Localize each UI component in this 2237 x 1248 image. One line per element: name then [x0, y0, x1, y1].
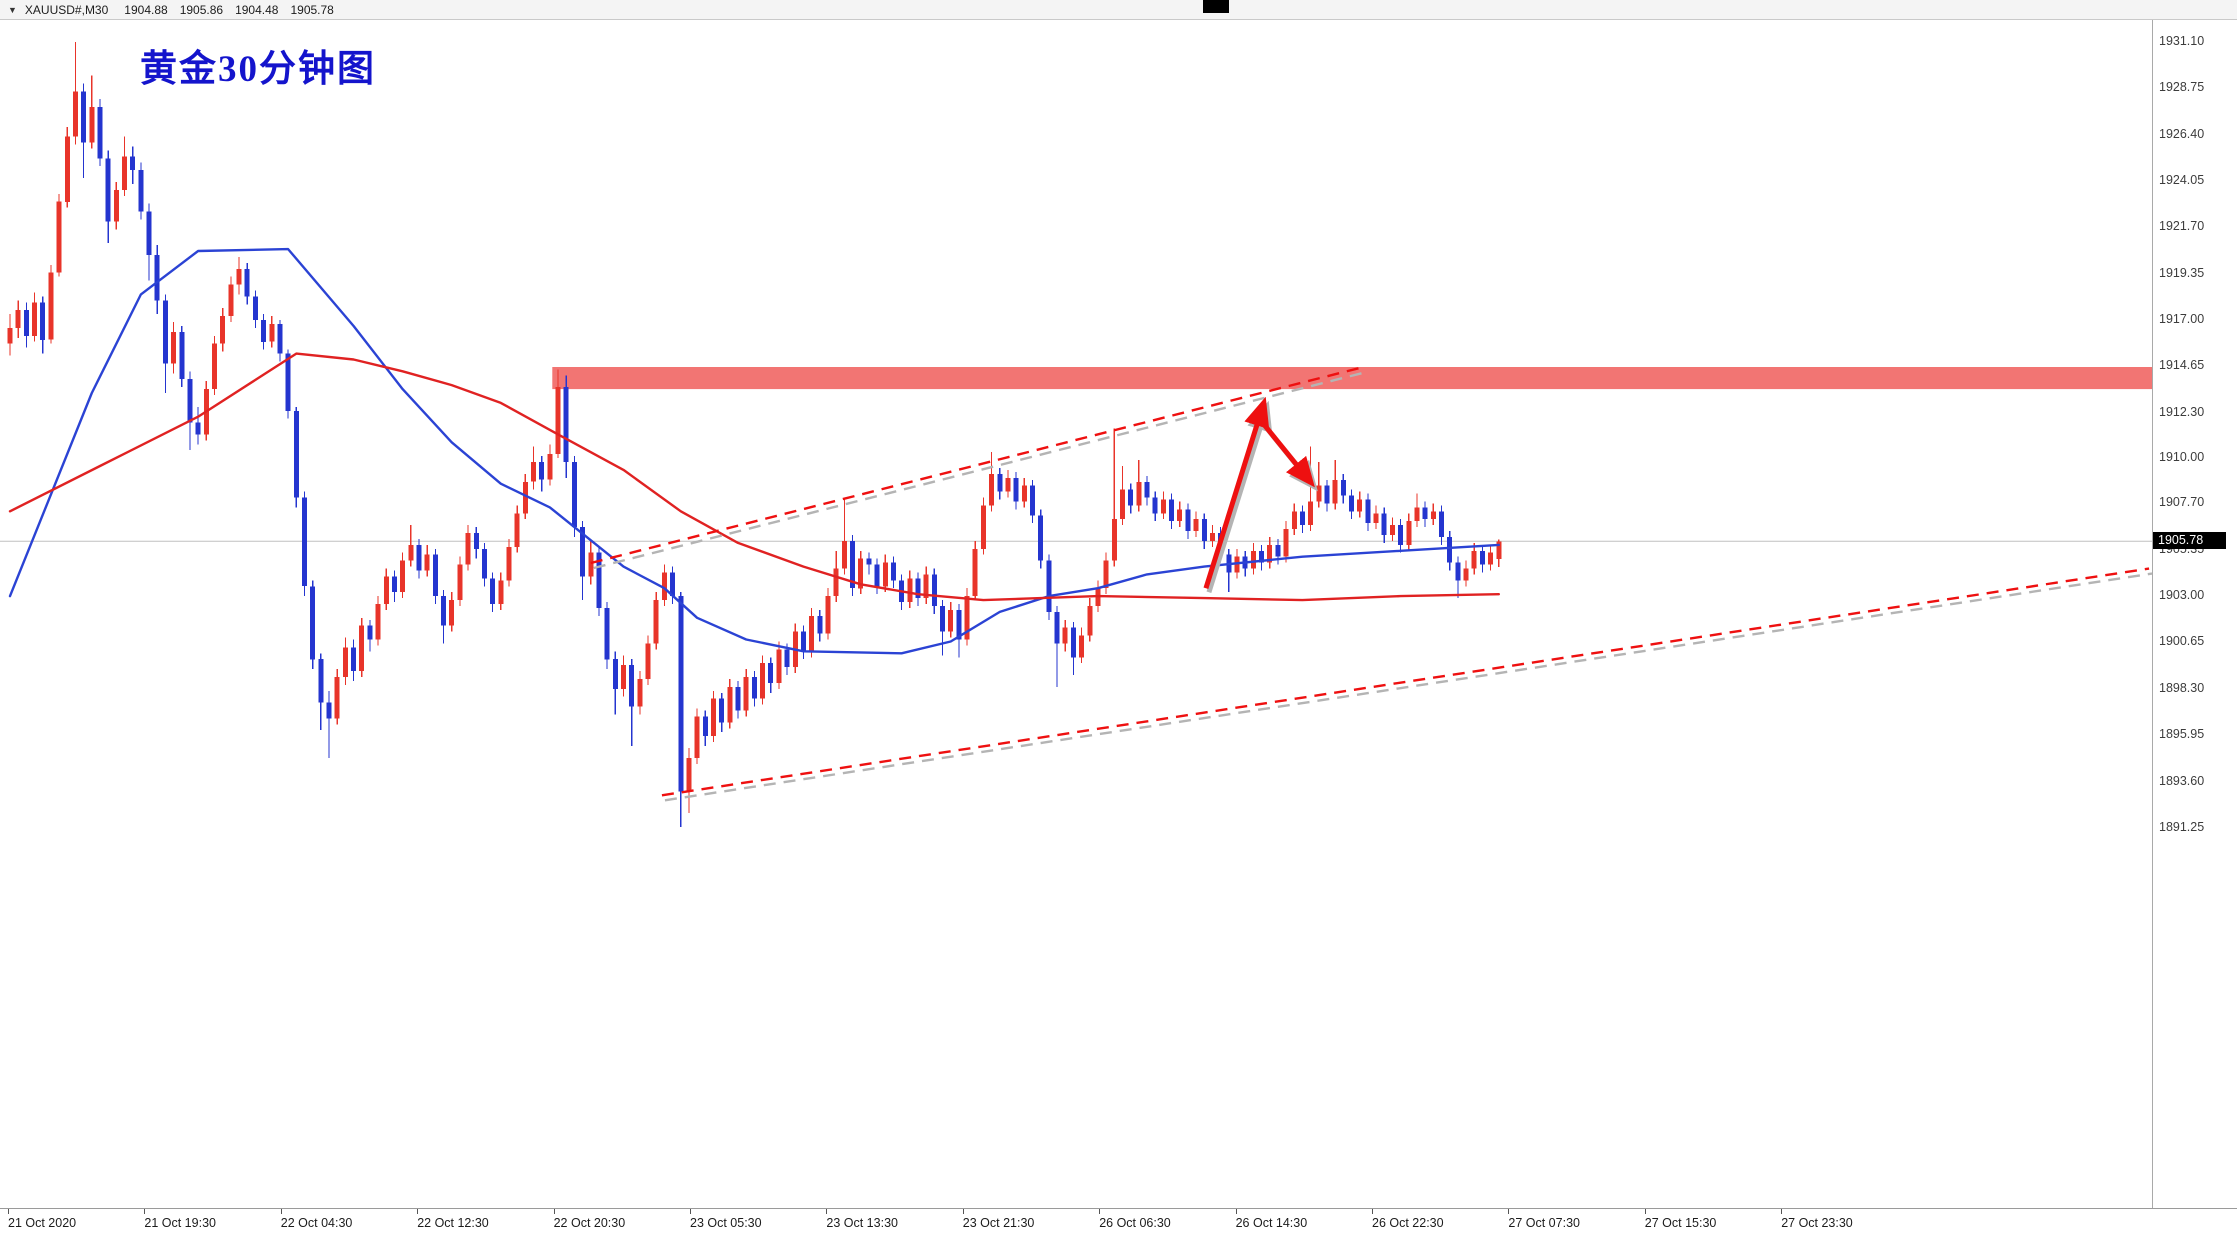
chart-canvas[interactable]	[0, 0, 2152, 1248]
time-tick	[1235, 1209, 1237, 1214]
chart-title-annotation: 黄金30分钟图	[140, 49, 376, 90]
time-tick	[417, 1209, 419, 1214]
time-tick-label: 23 Oct 13:30	[826, 1216, 898, 1230]
price-tick-label: 1924.05	[2159, 173, 2205, 188]
time-tick-label: 21 Oct 2020	[8, 1216, 77, 1230]
time-tick-label: 23 Oct 21:30	[962, 1216, 1035, 1230]
time-tick	[1099, 1209, 1101, 1214]
price-scale[interactable]: 1905.78 1931.10 1928.75 1926.40 1924.05 1921…	[2152, 0, 2237, 1208]
lower-channel-line[interactable]	[661, 567, 2152, 802]
time-axis[interactable]: 21 Oct 2020 21 Oct 19:30 22 Oct 04:30 22 Oc…	[0, 1208, 2237, 1248]
time-tick-label: 22 Oct 12:30	[417, 1216, 489, 1230]
price-tick-label: 1931.10	[2159, 34, 2205, 48]
time-tick-label: 27 Oct 15:30	[1644, 1216, 1717, 1230]
price-tick-label: 1928.75	[2159, 80, 2205, 95]
ohlc-close: 1905.78	[290, 2, 334, 17]
symbol-dropdown-icon[interactable]: ▼	[8, 4, 17, 15]
time-tick	[962, 1209, 964, 1214]
time-tick-label: 26 Oct 14:30	[1235, 1216, 1308, 1230]
price-tick-label: 1921.70	[2159, 219, 2205, 234]
time-tick	[826, 1209, 828, 1214]
forecast-arrow[interactable]	[1203, 396, 1318, 593]
time-tick-label: 22 Oct 20:30	[553, 1216, 626, 1230]
price-tick-label: 1910.00	[2159, 450, 2205, 465]
ohlc-low: 1904.48	[235, 2, 279, 17]
price-tick-label: 1926.40	[2159, 126, 2205, 141]
price-tick-label: 1891.25	[2159, 819, 2205, 834]
price-tick-label: 1912.30	[2159, 404, 2205, 419]
time-tick-label: 21 Oct 19:30	[144, 1216, 216, 1230]
ma-fast-line[interactable]	[8, 247, 1501, 655]
price-tick-label: 1919.35	[2159, 265, 2205, 280]
time-tick	[690, 1209, 691, 1214]
price-tick-label: 1893.60	[2159, 773, 2205, 788]
time-tick	[144, 1209, 146, 1214]
price-tick-label: 1900.65	[2159, 634, 2205, 649]
candles-layer	[7, 42, 1502, 827]
time-tick	[1644, 1209, 1646, 1214]
price-tick-label: 1914.65	[2159, 358, 2205, 373]
time-tick	[1508, 1209, 1510, 1214]
symbol-period-label: XAUUSD#,M30	[24, 2, 109, 17]
time-tick	[1781, 1209, 1783, 1214]
ohlc-high: 1905.86	[179, 2, 224, 17]
time-tick-label: 27 Oct 07:30	[1508, 1216, 1580, 1230]
time-tick	[8, 1209, 9, 1214]
price-tick-label: 1917.00	[2159, 312, 2205, 327]
time-tick	[280, 1209, 282, 1214]
time-tick-label: 22 Oct 04:30	[280, 1216, 353, 1230]
time-tick	[553, 1209, 555, 1214]
top-bar: ▼ XAUUSD#,M30 1904.88 1905.86 1904.48 19…	[0, 0, 2237, 20]
upper-channel-line[interactable]	[590, 366, 1363, 570]
time-tick-label: 26 Oct 22:30	[1372, 1216, 1444, 1230]
time-tick-label: 26 Oct 06:30	[1099, 1216, 1171, 1230]
time-tick-label: 23 Oct 05:30	[690, 1216, 762, 1230]
ma-slow-line[interactable]	[8, 352, 1501, 602]
time-tick-label: 27 Oct 23:30	[1781, 1216, 1853, 1230]
price-tick-label: 1903.00	[2159, 588, 2205, 603]
ohlc-open: 1904.88	[124, 2, 168, 17]
resistance-band[interactable]	[552, 367, 2152, 390]
current-price-badge: 1905.78	[2153, 532, 2226, 550]
price-tick-label: 1895.95	[2159, 727, 2205, 742]
top-black-marker	[1203, 0, 1229, 13]
price-tick-label: 1898.30	[2159, 680, 2205, 695]
price-tick-label: 1907.70	[2159, 495, 2205, 510]
time-tick	[1372, 1209, 1373, 1214]
